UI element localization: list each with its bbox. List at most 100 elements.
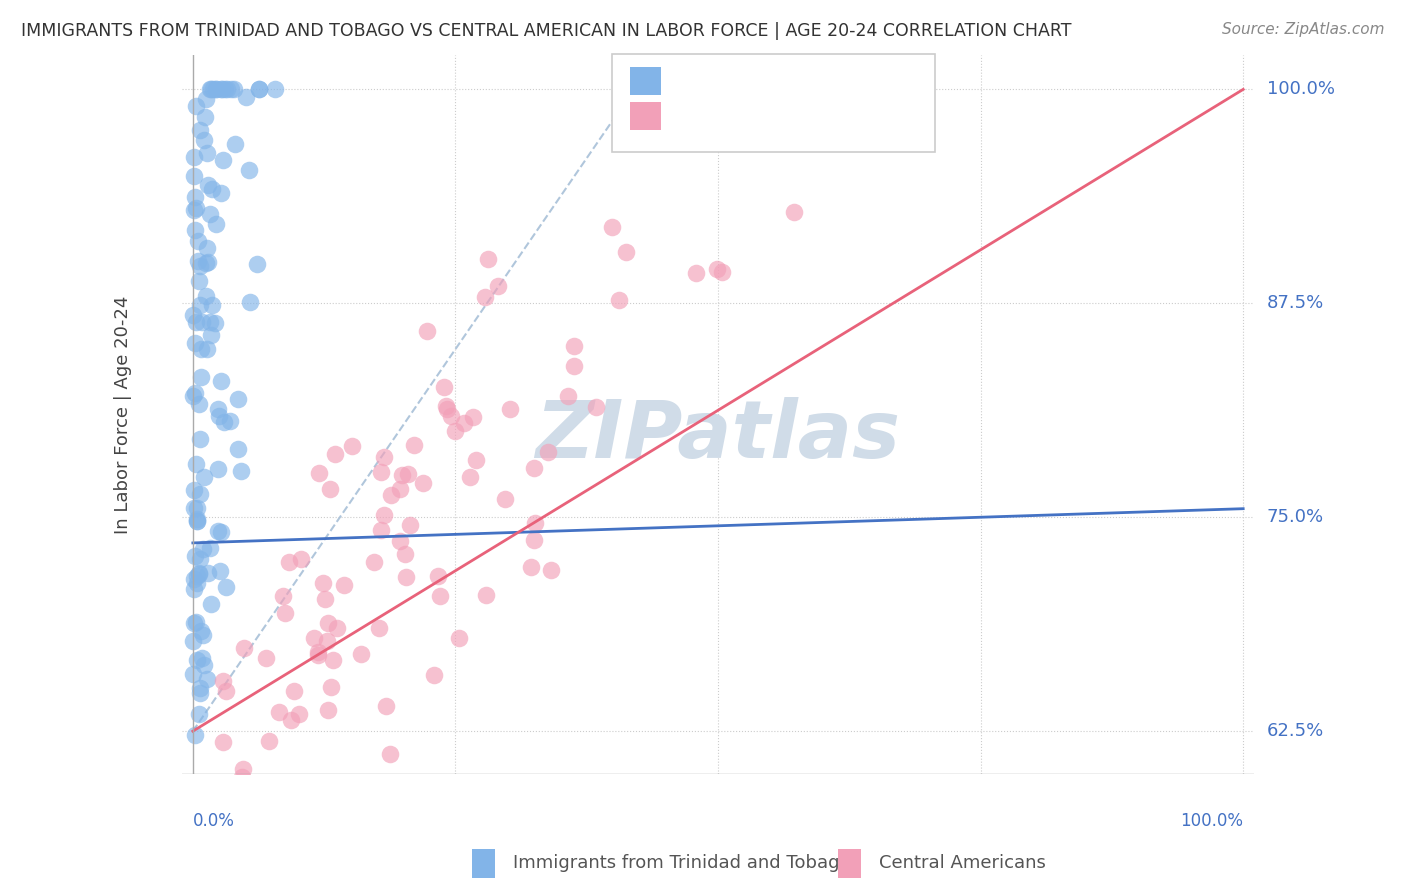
Point — [308, 466, 330, 480]
Point — [198, 315, 221, 329]
Point — [197, 178, 219, 193]
Point — [247, 82, 270, 96]
Point — [204, 316, 226, 330]
Point — [205, 82, 228, 96]
Point — [307, 645, 329, 659]
Point — [607, 293, 630, 307]
Point — [195, 241, 218, 255]
Text: 62.5%: 62.5% — [1267, 723, 1324, 740]
Point — [370, 523, 392, 537]
Point — [186, 575, 208, 590]
Point — [226, 442, 249, 456]
Point — [208, 564, 231, 578]
Point — [193, 658, 215, 673]
Point — [209, 375, 232, 389]
Point — [194, 288, 217, 302]
Text: 87.5%: 87.5% — [1267, 294, 1324, 312]
Point — [184, 223, 207, 237]
Point — [269, 706, 291, 720]
Point — [212, 735, 235, 749]
Point — [200, 541, 222, 556]
Point — [195, 256, 218, 270]
Point — [226, 392, 249, 406]
Point — [412, 476, 434, 491]
Point — [398, 467, 420, 482]
Point — [186, 652, 208, 666]
Point — [280, 714, 302, 728]
Point — [232, 762, 254, 776]
Point — [186, 514, 208, 528]
Point — [184, 201, 207, 215]
Point — [228, 792, 250, 806]
Point — [444, 424, 467, 438]
Point — [271, 589, 294, 603]
Point — [190, 651, 212, 665]
Point — [202, 82, 225, 96]
Text: 109: 109 — [844, 73, 880, 93]
Point — [229, 464, 252, 478]
Point — [214, 684, 236, 698]
Point — [186, 500, 208, 515]
Point — [198, 82, 221, 96]
Point — [188, 433, 211, 447]
Point — [402, 438, 425, 452]
Point — [184, 457, 207, 471]
Point — [186, 569, 208, 583]
Point — [380, 488, 402, 502]
Point — [332, 578, 354, 592]
Point — [212, 673, 235, 688]
Point — [288, 706, 311, 721]
Point — [183, 308, 205, 322]
Point — [706, 262, 728, 277]
Point — [188, 567, 211, 582]
Point — [198, 207, 221, 221]
Point — [187, 253, 209, 268]
Point — [304, 631, 326, 645]
Point — [245, 257, 267, 271]
Point — [458, 469, 481, 483]
Point — [283, 684, 305, 698]
Point — [433, 380, 456, 394]
Point — [187, 397, 209, 411]
Point — [197, 566, 219, 580]
Point — [463, 409, 485, 424]
Point — [214, 82, 236, 96]
Point — [183, 634, 205, 648]
Point — [308, 792, 330, 806]
Point — [523, 460, 546, 475]
Point — [231, 770, 253, 784]
Point — [197, 254, 219, 268]
Point — [370, 465, 392, 479]
Point — [477, 252, 499, 266]
Point — [207, 402, 229, 417]
Point — [184, 386, 207, 401]
Point — [685, 266, 707, 280]
Point — [183, 572, 205, 586]
Text: R =: R = — [672, 108, 709, 128]
Point — [195, 342, 218, 356]
Point — [207, 792, 229, 806]
Point — [191, 315, 214, 329]
Point — [399, 518, 422, 533]
Point — [187, 234, 209, 248]
Point — [184, 315, 207, 329]
Text: 0.102: 0.102 — [724, 73, 779, 93]
Point — [257, 733, 280, 747]
Point — [235, 90, 257, 104]
Point — [378, 747, 401, 761]
Point — [363, 555, 385, 569]
Point — [375, 698, 398, 713]
Point — [389, 482, 412, 496]
Point — [263, 82, 285, 96]
Point — [184, 728, 207, 742]
Point — [616, 245, 638, 260]
Point — [315, 634, 337, 648]
Point — [537, 444, 560, 458]
Point — [423, 667, 446, 681]
Point — [209, 525, 232, 540]
Point — [427, 568, 450, 582]
Point — [188, 566, 211, 580]
Point — [247, 82, 270, 96]
Point — [711, 265, 734, 279]
Point — [188, 259, 211, 273]
